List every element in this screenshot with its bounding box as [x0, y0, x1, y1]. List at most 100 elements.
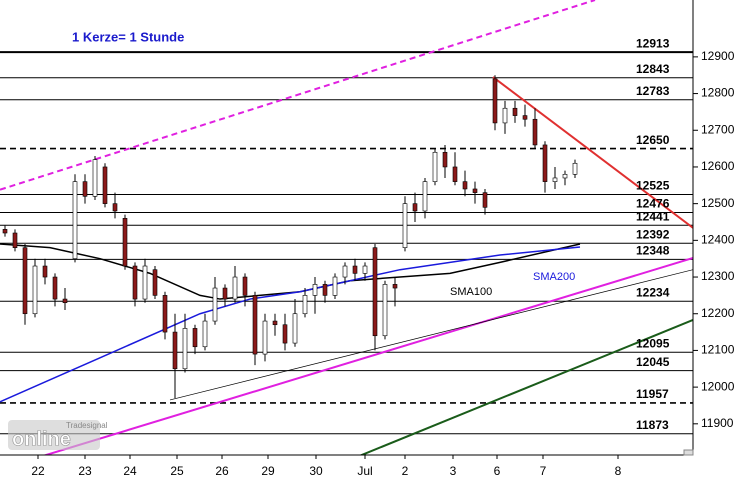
candle-body [132, 265, 138, 300]
candle-body [532, 118, 538, 146]
y-tick-label: 11900 [701, 416, 734, 430]
x-tick-label: 24 [123, 464, 137, 478]
trendline [169, 269, 693, 401]
x-tick-label: 30 [309, 464, 323, 478]
candle-body [432, 151, 438, 182]
watermark: online [12, 428, 71, 450]
level-label: 12234 [636, 285, 670, 299]
trendline [0, 0, 596, 191]
candle-body [422, 181, 428, 212]
x-tick-label: 8 [615, 464, 622, 478]
candle-body [242, 276, 248, 296]
y-tick-label: 12800 [701, 86, 735, 100]
candle-body [112, 203, 118, 212]
candle-body [482, 192, 488, 208]
x-tick-label: 26 [215, 464, 229, 478]
candle-body [412, 203, 418, 212]
candle-body [232, 276, 238, 300]
x-tick-label: 25 [170, 464, 184, 478]
corner [683, 449, 694, 456]
x-tick-label: Jul [357, 464, 372, 478]
candle-body [182, 328, 188, 370]
candle-body [512, 107, 518, 116]
candle-body [442, 151, 448, 168]
candle-body [92, 159, 98, 197]
y-tick-label: 12400 [701, 233, 735, 247]
candle-body [562, 173, 568, 179]
level-label: 12045 [636, 355, 670, 369]
candle-body [462, 181, 468, 190]
candle-body [312, 284, 318, 296]
candle-body [102, 166, 108, 204]
series-label: SMA100 [450, 286, 492, 298]
moving-average [0, 243, 581, 300]
level-label: 12392 [636, 227, 670, 241]
y-tick-label: 12500 [701, 196, 735, 210]
candle-body [262, 320, 268, 355]
level-label: 12843 [636, 62, 670, 76]
candle-body [392, 284, 398, 289]
plot [0, 0, 693, 455]
x-tick-label: 2 [402, 464, 409, 478]
candle-body [292, 313, 298, 344]
x-tick-label: 7 [540, 464, 547, 478]
candle-body [162, 295, 168, 333]
logo-box [8, 420, 100, 450]
candle-body [302, 295, 308, 315]
candle-body [22, 247, 28, 315]
level-label: 12095 [636, 336, 670, 350]
plot-area [0, 0, 693, 455]
candle-body [372, 247, 378, 337]
candle-body [212, 287, 218, 322]
trendline [359, 319, 693, 455]
y-tick-label: 12100 [701, 343, 735, 357]
x-tick-label: 29 [261, 464, 275, 478]
candle-body [502, 107, 508, 124]
series-label: SMA200 [533, 271, 575, 283]
candle-body [32, 265, 38, 315]
candle-body [192, 328, 198, 348]
candle-body [402, 203, 408, 248]
candle-body [142, 265, 148, 300]
level-label: 12650 [636, 133, 670, 147]
trendline [42, 256, 693, 455]
candle-body [282, 324, 288, 344]
level-label: 12441 [636, 209, 670, 223]
candle-body [542, 144, 548, 182]
level-label: 12348 [636, 244, 670, 258]
candle-body [332, 276, 338, 296]
candle-body [572, 162, 578, 175]
y-tick-label: 12700 [701, 122, 735, 136]
candle-body [12, 232, 18, 248]
candle-body [522, 115, 528, 120]
chart-title: 1 Kerze= 1 Stunde [72, 29, 184, 44]
candle-body [62, 298, 68, 304]
x-tick-label: 6 [494, 464, 501, 478]
x-tick-label: 22 [31, 464, 45, 478]
candle-body [122, 218, 128, 267]
y-tick-label: 12900 [701, 49, 735, 63]
candle-body [152, 269, 158, 296]
candle-body [272, 320, 278, 326]
candle-body [72, 181, 78, 259]
candle-body [362, 265, 368, 274]
level-label: 12476 [636, 197, 670, 211]
candle-body [42, 265, 48, 278]
watermark: Tradesignal [66, 421, 108, 430]
candle-body [2, 229, 8, 234]
level-label: 12525 [636, 179, 670, 193]
candle-body [82, 181, 88, 197]
y-tick-label: 12600 [701, 159, 735, 173]
level-label: 12913 [636, 36, 670, 50]
candle-body [322, 284, 328, 296]
candle-body [252, 295, 258, 355]
level-label: 11873 [636, 418, 669, 432]
trendline [492, 76, 693, 229]
candle-body [382, 284, 388, 337]
level-label: 12783 [636, 84, 670, 98]
level-label: 11957 [636, 387, 669, 401]
candle-body [222, 287, 228, 300]
y-tick-label: 12300 [701, 269, 735, 283]
candle-body [352, 265, 358, 274]
